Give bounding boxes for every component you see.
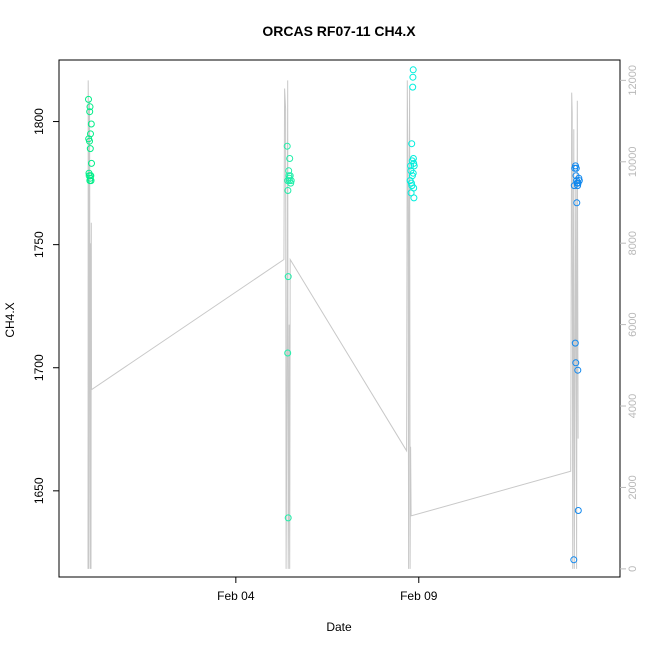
chart-title: ORCAS RF07-11 CH4.X xyxy=(262,23,416,39)
data-point xyxy=(572,162,579,170)
secondary-series-line xyxy=(87,80,579,569)
plot-frame xyxy=(58,59,621,578)
y2-tick-label: 6000 xyxy=(627,312,639,336)
x-tick-label: Feb 04 xyxy=(217,589,255,603)
data-point xyxy=(86,103,94,111)
data-point xyxy=(86,177,94,185)
y2-tick-label: 12000 xyxy=(627,65,639,96)
data-point xyxy=(408,182,416,190)
data-point xyxy=(409,169,417,177)
data-point xyxy=(572,359,580,367)
data-point xyxy=(574,366,582,374)
y2-tick-label: 10000 xyxy=(627,146,639,177)
data-point xyxy=(283,142,291,150)
data-point xyxy=(87,172,95,180)
data-point xyxy=(86,145,94,153)
data-point xyxy=(407,179,415,187)
y-axis-label: CH4.X xyxy=(3,302,17,337)
secondary-y-axis: 0 2000 4000 6000 8000 10000 12000 xyxy=(620,65,639,572)
data-point xyxy=(407,167,415,175)
data-point xyxy=(285,177,293,185)
data-point xyxy=(285,167,293,175)
data-point xyxy=(86,137,93,145)
y-tick-label: 1700 xyxy=(32,354,46,381)
data-point xyxy=(85,95,92,103)
data-point xyxy=(409,155,417,162)
data-point xyxy=(410,194,418,202)
data-point xyxy=(87,130,94,138)
data-point xyxy=(284,349,292,357)
data-point xyxy=(409,83,417,91)
x-axis-label: Date xyxy=(326,620,352,634)
data-point xyxy=(574,182,582,190)
data-point xyxy=(571,339,579,347)
x-axis: Feb 04 Feb 09 xyxy=(217,577,438,603)
data-point xyxy=(284,187,292,194)
data-point xyxy=(285,172,293,180)
data-point xyxy=(409,66,417,74)
y-tick-label: 1800 xyxy=(32,108,46,135)
y-tick-label: 1750 xyxy=(32,231,46,258)
data-point xyxy=(86,108,94,116)
data-point xyxy=(572,172,580,180)
data-point xyxy=(88,159,95,167)
data-point xyxy=(573,199,581,207)
data-point xyxy=(408,140,416,148)
y2-tick-label: 4000 xyxy=(627,394,639,418)
data-point xyxy=(574,507,582,514)
data-point xyxy=(574,179,582,187)
y2-tick-label: 8000 xyxy=(627,231,639,255)
y2-tick-label: 2000 xyxy=(627,475,639,499)
data-point xyxy=(570,556,578,564)
data-point xyxy=(86,174,94,182)
data-point xyxy=(284,514,292,522)
data-point xyxy=(410,159,418,167)
data-point xyxy=(87,120,95,128)
y2-tick-label: 0 xyxy=(627,566,639,572)
x-tick-label: Feb 09 xyxy=(400,589,438,603)
data-point xyxy=(286,155,294,162)
data-point xyxy=(409,73,417,81)
y-axis: 1650 1700 1750 1800 xyxy=(32,108,59,504)
data-points-layer xyxy=(85,66,583,564)
secondary-series-layer xyxy=(87,80,579,569)
data-point xyxy=(410,162,418,170)
data-point xyxy=(284,273,292,281)
y-tick-label: 1650 xyxy=(32,477,46,504)
